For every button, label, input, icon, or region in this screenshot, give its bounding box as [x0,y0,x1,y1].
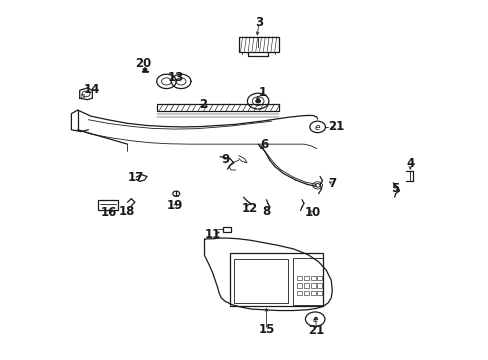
Bar [311,276,316,280]
Text: 1: 1 [259,86,266,99]
Text: 5: 5 [391,183,399,195]
Circle shape [255,99,260,103]
Text: e: e [312,315,317,324]
Text: 21: 21 [327,121,344,134]
Bar [311,283,316,288]
Text: 12: 12 [241,202,257,215]
Text: 9: 9 [222,153,230,166]
Text: 4: 4 [406,157,413,170]
Text: 18: 18 [118,205,134,218]
Text: 3: 3 [255,16,263,29]
Circle shape [143,68,147,71]
Bar [304,276,308,280]
Bar [293,258,323,305]
Text: 14: 14 [84,83,101,96]
Text: 21: 21 [308,324,324,337]
Bar [317,283,322,288]
Text: e: e [314,123,320,132]
Bar [317,276,322,280]
Bar [238,37,278,51]
Text: 19: 19 [167,199,183,212]
Bar [304,291,308,296]
Bar [317,291,322,296]
Bar [233,259,288,303]
Bar [98,200,118,211]
Text: 10: 10 [304,207,320,220]
Bar [229,253,322,306]
Text: 6: 6 [259,138,267,151]
Text: 13: 13 [168,71,184,84]
Bar [222,227,231,232]
Text: 17: 17 [128,171,144,184]
Bar [296,283,301,288]
Text: 20: 20 [135,57,151,70]
Bar [296,291,301,296]
Text: 7: 7 [327,177,336,190]
Text: 16: 16 [101,206,117,219]
Bar [296,276,301,280]
Text: 11: 11 [204,228,221,241]
Text: 8: 8 [262,205,270,218]
Bar [81,94,84,97]
Bar [311,291,316,296]
Text: 2: 2 [199,98,207,111]
Bar [157,104,278,111]
Bar [304,283,308,288]
Text: 15: 15 [258,323,274,336]
